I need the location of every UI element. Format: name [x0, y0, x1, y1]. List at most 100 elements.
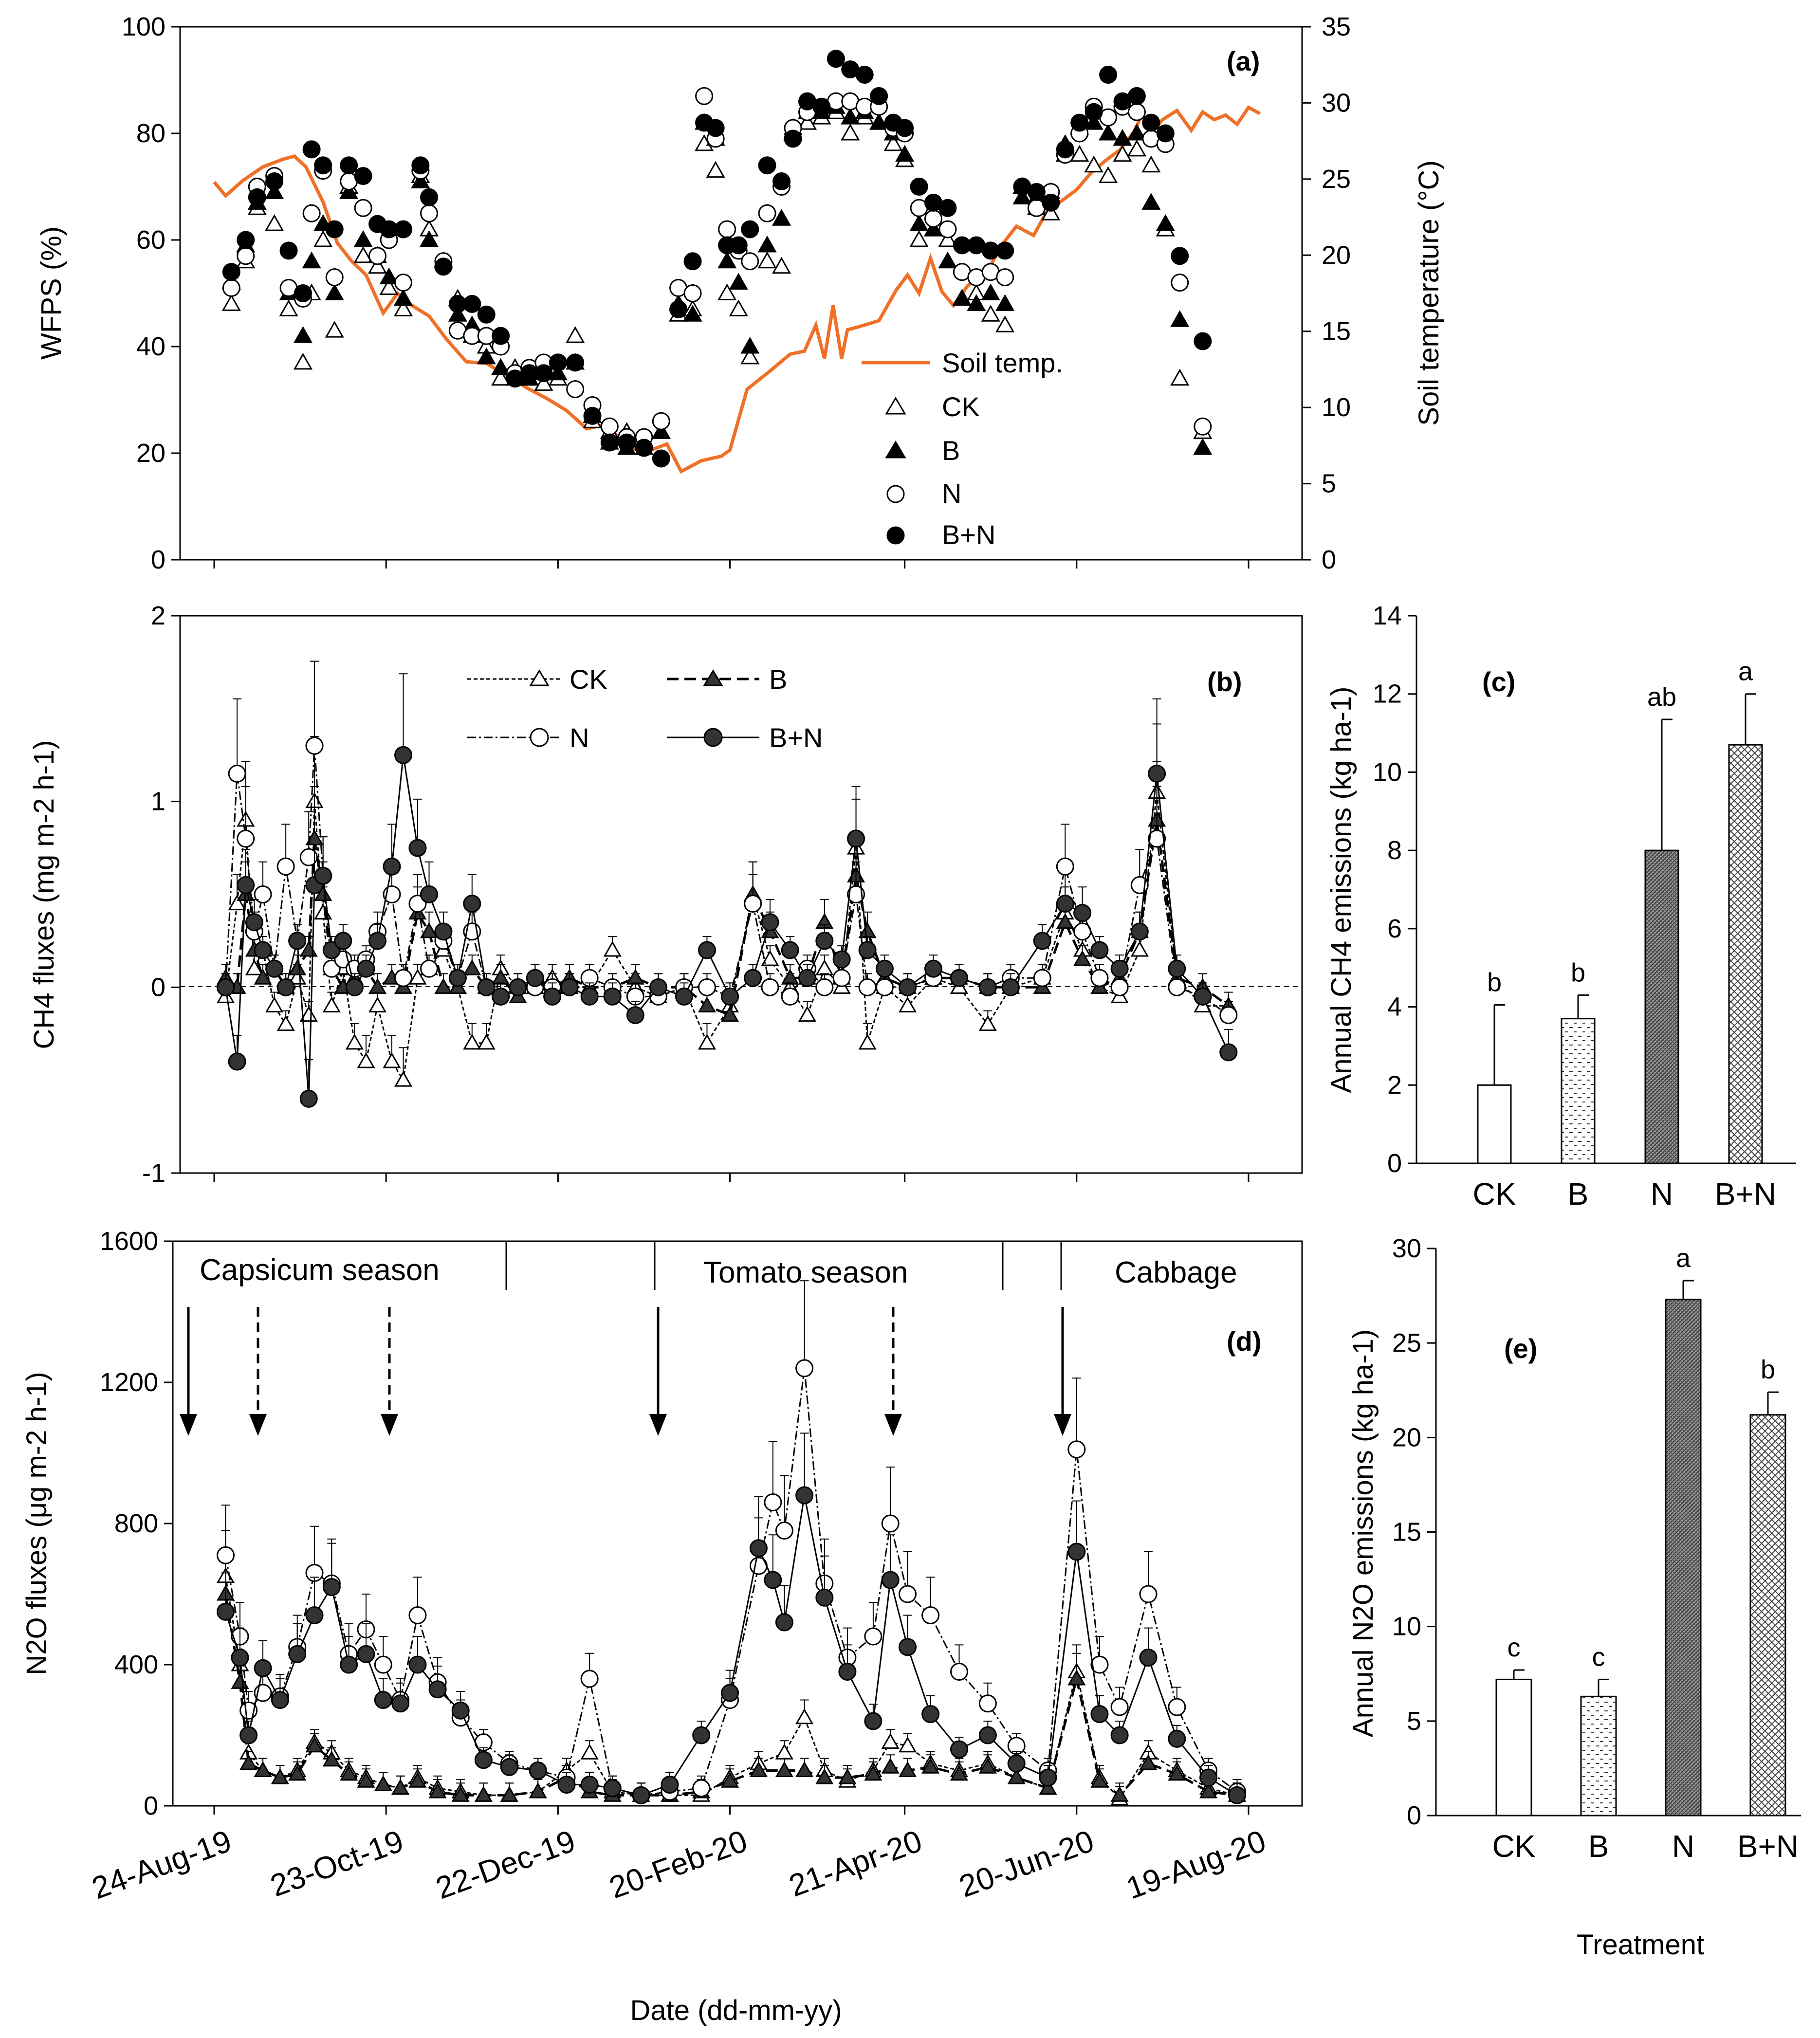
ch4-point	[798, 969, 816, 987]
ch4-point	[394, 969, 413, 987]
n2o-series-n	[217, 1280, 1246, 1804]
wfps-point	[1084, 155, 1103, 173]
wfps-point	[1042, 193, 1060, 212]
wfps-point	[1141, 193, 1161, 210]
ch4-point	[448, 969, 467, 987]
ch4-annual-sig-letter: ab	[1647, 682, 1676, 712]
n2o-point	[764, 1493, 782, 1511]
panel-b-frame	[179, 615, 1303, 1174]
wfps-point	[237, 231, 255, 249]
temp-ytick-label: 5	[1322, 469, 1336, 498]
ch4-point	[492, 987, 510, 1006]
n2o-line	[225, 1495, 1238, 1796]
ch4-series-bplusn	[217, 673, 1238, 1108]
wfps-point	[313, 230, 333, 247]
wfps-point	[302, 251, 321, 269]
ch4-point	[288, 969, 307, 985]
ch4-point	[383, 1052, 401, 1068]
wfps-ytick-label: 20	[136, 439, 165, 468]
ch4-point	[368, 996, 387, 1012]
ch4-point	[368, 978, 387, 994]
n2o-point	[374, 1691, 392, 1709]
season-dividers	[505, 1241, 1062, 1290]
n2o-point	[231, 1673, 249, 1689]
n2o-point	[1199, 1768, 1218, 1787]
wfps-point	[411, 171, 430, 189]
n2o-point	[950, 1740, 968, 1759]
ch4-point	[237, 876, 255, 894]
wfps-point	[340, 156, 358, 175]
ch4-point	[832, 950, 851, 969]
n2o-point	[231, 1649, 249, 1667]
ch4-point	[217, 978, 235, 996]
ch4-point	[858, 941, 877, 959]
panel-a: 0 20 40 60 80 100 0 5 10 15 20 25 30 35 (a) WFPS (%)…	[36, 12, 1445, 574]
ch4-annual-ytick-label: 14	[1373, 601, 1402, 630]
ch4-annual-sig-letter: b	[1487, 968, 1502, 997]
n2o-point	[921, 1705, 940, 1723]
wfps-point	[883, 134, 903, 151]
n2o-annual-ytick-label: 25	[1392, 1328, 1421, 1358]
wfps-point	[741, 252, 759, 271]
wfps-point	[909, 214, 929, 231]
n2o-point	[1007, 1768, 1026, 1784]
n2o-point	[217, 1602, 235, 1621]
wfps-point	[222, 263, 240, 281]
wfps-point	[354, 167, 372, 185]
wfps-point	[855, 66, 874, 84]
ch4-point	[408, 839, 427, 857]
ch4-point	[950, 969, 968, 987]
n2o-point	[950, 1764, 969, 1781]
event-arrows	[180, 1307, 1071, 1436]
wfps-point	[221, 294, 241, 311]
ch4-point	[288, 932, 307, 950]
n2o-annual-sig-letter: c	[1592, 1642, 1605, 1671]
n2o-point	[500, 1758, 518, 1776]
panel-a-label: (a)	[1227, 46, 1260, 76]
ch4-annual-ytick-label: 4	[1387, 992, 1402, 1022]
n2o-point	[288, 1645, 307, 1663]
panel-a-y2label: Soil temperature (°C)	[1413, 160, 1445, 425]
date-tick-label: 22-Dec-19	[431, 1823, 580, 1906]
ch4-point	[1168, 978, 1186, 996]
n2o-series-ck	[216, 1530, 1247, 1805]
wfps-point	[325, 220, 344, 239]
wfps-point	[477, 347, 496, 365]
n2o-point	[305, 1736, 324, 1753]
wfps-point	[368, 257, 387, 274]
wfps-point	[869, 113, 889, 130]
season-cabbage: Cabbage	[1115, 1256, 1237, 1289]
wfps-point	[1156, 214, 1175, 231]
legend-b-ck-label: CK	[570, 664, 607, 695]
n2o-point	[899, 1585, 917, 1603]
wfps-point	[354, 199, 372, 217]
ch4-point	[1090, 969, 1109, 987]
ch4-point	[1033, 932, 1051, 950]
n2o-point	[1039, 1779, 1057, 1795]
n2o-point	[340, 1764, 358, 1781]
ch4-point	[276, 1015, 295, 1031]
n2o-point	[529, 1782, 547, 1799]
ch4-point	[721, 987, 739, 1006]
n2o-point	[775, 1522, 793, 1540]
wfps-point	[772, 172, 791, 191]
wfps-point	[938, 251, 957, 269]
legend-b-bn-marker	[703, 728, 723, 747]
wfps-point	[1156, 124, 1175, 143]
n2o-point	[775, 1744, 793, 1760]
ch4-point	[898, 996, 917, 1012]
n2o-annual-ytick-label: 30	[1392, 1234, 1421, 1263]
ch4-point	[924, 959, 942, 978]
ch4-point	[781, 987, 799, 1006]
wfps-point	[718, 220, 736, 239]
ch4-annual-ytick-label: 6	[1387, 914, 1402, 943]
ch4-point	[761, 978, 779, 996]
legend-bn-marker	[886, 526, 905, 545]
ch4-point	[1056, 857, 1074, 876]
ch4-point	[875, 959, 894, 978]
wfps-point	[1056, 140, 1074, 159]
wfps-ytick-label: 100	[122, 12, 165, 41]
wfps-point	[695, 87, 714, 105]
ch4-point	[276, 978, 295, 996]
